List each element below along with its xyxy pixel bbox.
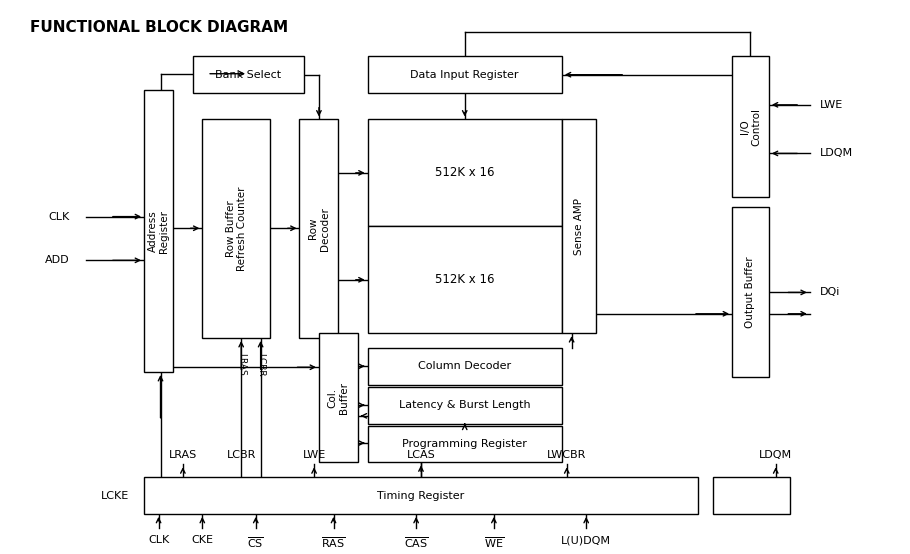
Text: $\overline{\mathrm{CS}}$: $\overline{\mathrm{CS}}$ <box>248 535 264 550</box>
Text: Row Buffer
Refresh Counter: Row Buffer Refresh Counter <box>226 187 248 271</box>
Bar <box>318 333 358 463</box>
Text: LWE: LWE <box>820 100 843 110</box>
Text: I/O
Control: I/O Control <box>740 107 762 146</box>
Bar <box>368 387 561 424</box>
Text: LCBR: LCBR <box>227 449 256 460</box>
Text: ADD: ADD <box>45 255 69 265</box>
Bar <box>713 477 790 514</box>
Text: 512K x 16: 512K x 16 <box>435 273 494 286</box>
Bar <box>368 57 561 93</box>
Text: CLK: CLK <box>148 535 169 545</box>
Text: LDQM: LDQM <box>820 148 853 158</box>
Text: $\overline{\mathrm{WE}}$: $\overline{\mathrm{WE}}$ <box>484 535 504 550</box>
Text: $\overline{\mathrm{CAS}}$: $\overline{\mathrm{CAS}}$ <box>404 535 429 550</box>
Bar <box>368 227 561 333</box>
Bar <box>368 120 561 227</box>
Bar <box>732 57 769 197</box>
Text: 512K x 16: 512K x 16 <box>435 166 494 179</box>
Bar <box>561 120 596 333</box>
Bar <box>299 120 339 338</box>
Text: Address
Register: Address Register <box>147 209 169 253</box>
Text: LCAS: LCAS <box>407 449 435 460</box>
Text: Sense AMP: Sense AMP <box>574 198 584 255</box>
Text: Latency & Burst Length: Latency & Burst Length <box>399 400 531 410</box>
Bar <box>144 477 698 514</box>
Bar <box>368 348 561 384</box>
Bar <box>144 90 173 372</box>
Text: LWCBR: LWCBR <box>547 449 586 460</box>
Text: Data Input Register: Data Input Register <box>410 70 519 80</box>
Text: CKE: CKE <box>191 535 213 545</box>
Text: Col.
Buffer: Col. Buffer <box>328 382 349 414</box>
Text: Column Decoder: Column Decoder <box>419 361 511 371</box>
Text: Bank Select: Bank Select <box>216 70 281 80</box>
Bar <box>202 120 270 338</box>
Text: Timing Register: Timing Register <box>378 490 465 500</box>
Text: LDQM: LDQM <box>759 449 793 460</box>
Text: Output Buffer: Output Buffer <box>745 256 755 328</box>
Bar <box>368 425 561 463</box>
Text: Programming Register: Programming Register <box>402 439 527 449</box>
Text: DQi: DQi <box>820 288 840 297</box>
Text: L(U)DQM: L(U)DQM <box>561 535 612 545</box>
Text: LRAS: LRAS <box>237 353 246 376</box>
Text: $\overline{\mathrm{RAS}}$: $\overline{\mathrm{RAS}}$ <box>321 535 346 550</box>
Bar <box>732 207 769 377</box>
Bar <box>193 57 304 93</box>
Text: Row
Decoder: Row Decoder <box>308 207 329 250</box>
Text: LWE: LWE <box>302 449 326 460</box>
Text: LCKE: LCKE <box>101 490 129 500</box>
Text: LCBR: LCBR <box>256 353 265 376</box>
Text: FUNCTIONAL BLOCK DIAGRAM: FUNCTIONAL BLOCK DIAGRAM <box>30 20 288 35</box>
Text: CLK: CLK <box>48 212 69 222</box>
Text: LRAS: LRAS <box>168 449 197 460</box>
